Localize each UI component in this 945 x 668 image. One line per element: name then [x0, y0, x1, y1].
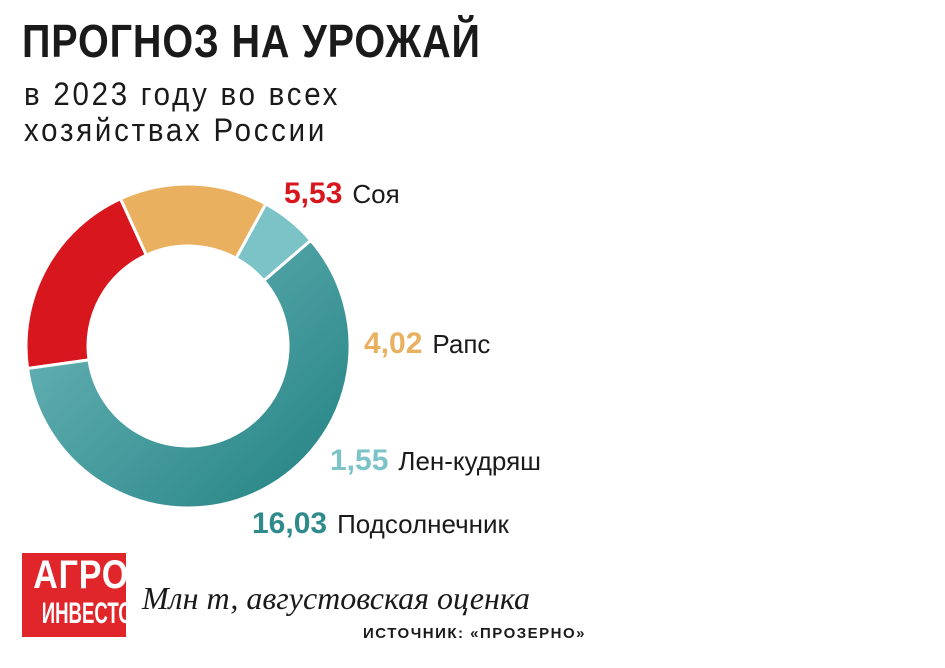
slice-label-flax: 1,55 Лен-кудряш [330, 444, 541, 477]
logo-top-text: АГРО [33, 553, 126, 597]
slice-value: 1,55 [330, 444, 388, 477]
slice-name: Подсолнечник [337, 509, 509, 539]
logo-bottom-text: ИНВЕСТОР [41, 597, 126, 630]
slice-value: 4,02 [364, 327, 422, 360]
slice-label-soy: 5,53 Соя [284, 177, 400, 210]
slice-name: Соя [352, 179, 399, 209]
source-note: ИСТОЧНИК: «ПРОЗЕРНО» [363, 625, 587, 642]
slice-name: Лен-кудряш [398, 446, 541, 476]
units-note: Млн т, августовская оценка [142, 580, 531, 616]
slice-label-sunflower: 16,03 Подсолнечник [252, 507, 510, 540]
slice-value: 5,53 [284, 177, 342, 210]
agroinvestor-logo: АГРО ИНВЕСТОР [22, 553, 126, 637]
chart-subtitle: в 2023 году во всех хозяйствах России [24, 76, 341, 148]
donut-slice-soy [24, 196, 149, 371]
donut-slice-sunflower [25, 238, 352, 510]
slice-label-rapeseed: 4,02 Рапс [364, 327, 490, 360]
slice-name: Рапс [432, 329, 490, 359]
slice-value: 16,03 [252, 507, 327, 540]
chart-title: ПРОГНОЗ НА УРОЖАЙ [22, 15, 481, 67]
